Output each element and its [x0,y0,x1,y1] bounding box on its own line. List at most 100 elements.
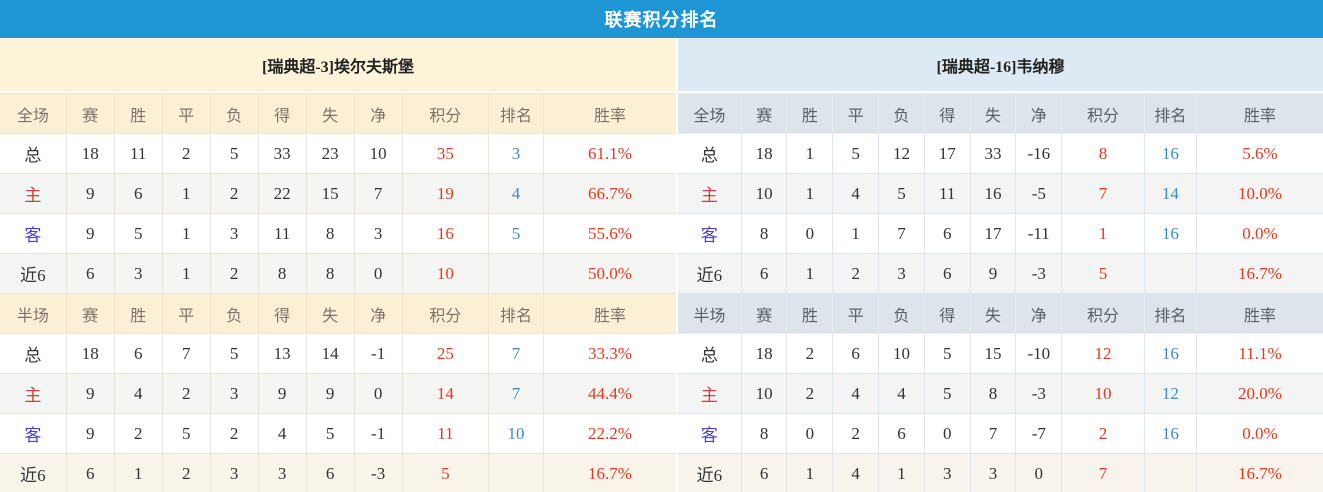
winrate-cell: 22.2% [542,413,676,454]
column-header: 胜率 [1195,293,1323,334]
column-header: 排名 [1143,93,1197,134]
stat-cell: 10 [740,173,788,214]
column-header: 积分 [401,293,490,334]
rank-cell: 7 [488,333,544,374]
stat-cell: -16 [1015,133,1063,174]
column-header: 负 [878,93,925,134]
stat-row-recent: 近6 6 1 2 3 3 6 -3 5 16.7% [0,453,676,492]
stat-cell: 2 [113,413,163,454]
stat-cell: 1 [832,213,880,254]
stat-cell: 0 [786,213,834,254]
stat-cell: 9 [969,253,1017,294]
stat-cell: 6 [305,453,355,492]
stat-cell: 10 [353,133,403,174]
stat-cell: -5 [1015,173,1063,214]
stat-cell: 15 [969,333,1017,374]
stat-cell: 6 [832,333,880,374]
team-panel-right: [瑞典超-16]韦纳穆 全场赛胜平负得失净积分 排名 胜率总 18 1 5 12 17 33 -16… [676,38,1323,492]
stat-cell: 16 [969,173,1017,214]
stat-cell: 10 [878,333,925,374]
stats-table: 全场赛胜平负得失净积分 排名 胜率总 18 11 2 5 33 23 10 35 3 61.1% 主 9 6 1… [0,93,676,492]
stat-cell: 3 [353,213,403,254]
title-bar: 联赛积分排名 [0,0,1323,38]
column-header: 平 [161,93,211,134]
stat-cell: 2 [161,133,211,174]
stat-row-away: 客 8 0 1 7 6 17 -11 1 16 0.0% [678,213,1323,254]
stat-cell: 5 [209,333,259,374]
stat-cell: 9 [65,373,115,414]
stat-cell: 2 [161,373,211,414]
column-header: 净 [1015,293,1063,334]
stat-cell: 22 [257,173,307,214]
stat-row-recent: 近6 6 3 1 2 8 8 0 10 50.0% [0,253,676,294]
column-header: 赛 [65,293,115,334]
stat-cell: 5 [878,173,925,214]
stat-cell: 3 [878,253,925,294]
stat-cell: 13 [257,333,307,374]
winrate-cell: 5.6% [1195,133,1323,174]
stat-cell: 11 [257,213,307,254]
winrate-cell: 66.7% [542,173,676,214]
section-header-row: 半场赛胜平负得失净积分 排名 胜率 [0,293,676,334]
stat-cell: 2 [832,253,880,294]
stat-row-home: 主 9 4 2 3 9 9 0 14 7 44.4% [0,373,676,414]
stat-cell: 3 [209,453,259,492]
stat-cell: 17 [923,133,971,174]
page-title: 联赛积分排名 [604,10,719,30]
winrate-cell: 16.7% [1195,453,1323,492]
stat-cell: 5 [305,413,355,454]
stat-cell: 8 [305,253,355,294]
stat-cell: 7 [161,333,211,374]
column-header: 胜率 [542,93,676,134]
stat-cell: 4 [832,173,880,214]
section-header-row: 全场赛胜平负得失净积分 排名 胜率 [678,93,1323,134]
section-header-row: 全场赛胜平负得失净积分 排名 胜率 [0,93,676,134]
stat-cell: 4 [832,373,880,414]
column-header: 胜 [113,293,163,334]
stat-cell: 1 [113,453,163,492]
winrate-cell: 61.1% [542,133,676,174]
column-header: 积分 [1061,93,1145,134]
stat-row-away: 客 9 2 5 2 4 5 -1 11 10 22.2% [0,413,676,454]
stat-row-total: 总 18 11 2 5 33 23 10 35 3 61.1% [0,133,676,174]
points-cell: 25 [401,333,490,374]
stat-cell: 3 [209,373,259,414]
winrate-cell: 20.0% [1195,373,1323,414]
team-panel-left: [瑞典超-3]埃尔夫斯堡 全场赛胜平负得失净积分 排名 胜率总 18 11 2 5 33 23 10… [0,38,676,492]
stat-cell: 18 [740,133,788,174]
winrate-cell: 33.3% [542,333,676,374]
column-header: 失 [969,93,1017,134]
stat-cell: 1 [786,453,834,492]
column-header: 失 [969,293,1017,334]
column-header: 负 [209,293,259,334]
points-cell: 5 [401,453,490,492]
row-label: 总 [678,133,742,174]
row-label: 客 [0,413,67,454]
rank-cell: 16 [1143,413,1197,454]
winrate-cell: 10.0% [1195,173,1323,214]
points-cell: 12 [1061,333,1145,374]
stats-table: 全场赛胜平负得失净积分 排名 胜率总 18 1 5 12 17 33 -16 8 16 5.6% 主 10 1… [678,93,1323,492]
stat-cell: 3 [209,213,259,254]
stat-cell: 6 [878,413,925,454]
column-header: 负 [209,93,259,134]
stat-cell: 8 [305,213,355,254]
stat-cell: 10 [740,373,788,414]
rank-cell: 16 [1143,213,1197,254]
rank-cell: 10 [488,413,544,454]
stat-cell: 2 [209,173,259,214]
stat-cell: 6 [65,253,115,294]
column-header: 得 [923,293,971,334]
stat-row-total: 总 18 2 6 10 5 15 -10 12 16 11.1% [678,333,1323,374]
stat-cell: 1 [161,213,211,254]
stat-row-home: 主 9 6 1 2 22 15 7 19 4 66.7% [0,173,676,214]
stat-cell: 11 [113,133,163,174]
points-cell: 14 [401,373,490,414]
column-header: 净 [353,93,403,134]
stat-row-total: 总 18 1 5 12 17 33 -16 8 16 5.6% [678,133,1323,174]
team-name: [瑞典超-16]韦纳穆 [678,38,1323,93]
stat-cell: 1 [786,133,834,174]
stat-cell: -3 [1015,253,1063,294]
points-cell: 8 [1061,133,1145,174]
stat-cell: 9 [305,373,355,414]
